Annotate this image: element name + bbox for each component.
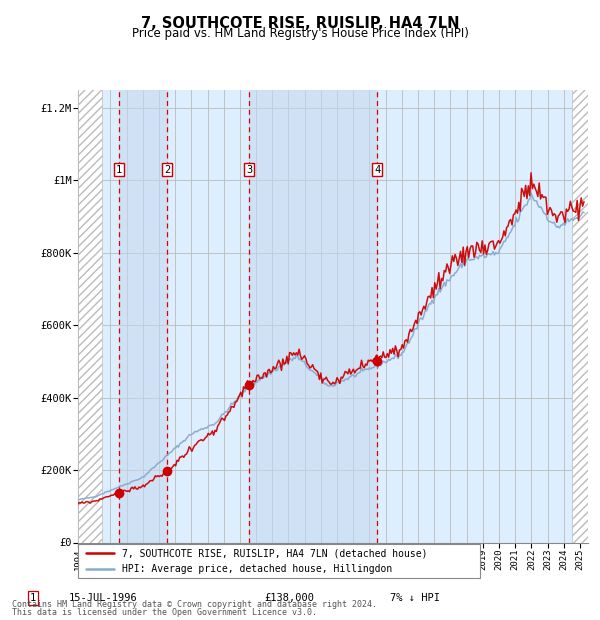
Text: 15-JUL-1996: 15-JUL-1996 xyxy=(69,593,138,603)
Text: 2: 2 xyxy=(164,164,170,175)
Text: Price paid vs. HM Land Registry's House Price Index (HPI): Price paid vs. HM Land Registry's House … xyxy=(131,27,469,40)
Text: 3: 3 xyxy=(246,164,253,175)
Bar xyxy=(572,72,600,542)
Text: 1: 1 xyxy=(116,164,122,175)
Text: 7, SOUTHCOTE RISE, RUISLIP, HA4 7LN (detached house): 7, SOUTHCOTE RISE, RUISLIP, HA4 7LN (det… xyxy=(122,548,428,558)
Text: 7% ↓ HPI: 7% ↓ HPI xyxy=(390,593,440,603)
Text: 7, SOUTHCOTE RISE, RUISLIP, HA4 7LN: 7, SOUTHCOTE RISE, RUISLIP, HA4 7LN xyxy=(141,16,459,30)
Text: Contains HM Land Registry data © Crown copyright and database right 2024.: Contains HM Land Registry data © Crown c… xyxy=(12,600,377,609)
Bar xyxy=(78,72,102,542)
Text: 4: 4 xyxy=(374,164,380,175)
Text: HPI: Average price, detached house, Hillingdon: HPI: Average price, detached house, Hill… xyxy=(122,564,392,574)
Bar xyxy=(119,90,167,542)
Text: 1: 1 xyxy=(30,593,36,603)
Text: This data is licensed under the Open Government Licence v3.0.: This data is licensed under the Open Gov… xyxy=(12,608,317,617)
FancyBboxPatch shape xyxy=(78,544,480,578)
Bar xyxy=(249,90,377,542)
Text: £138,000: £138,000 xyxy=(264,593,314,603)
